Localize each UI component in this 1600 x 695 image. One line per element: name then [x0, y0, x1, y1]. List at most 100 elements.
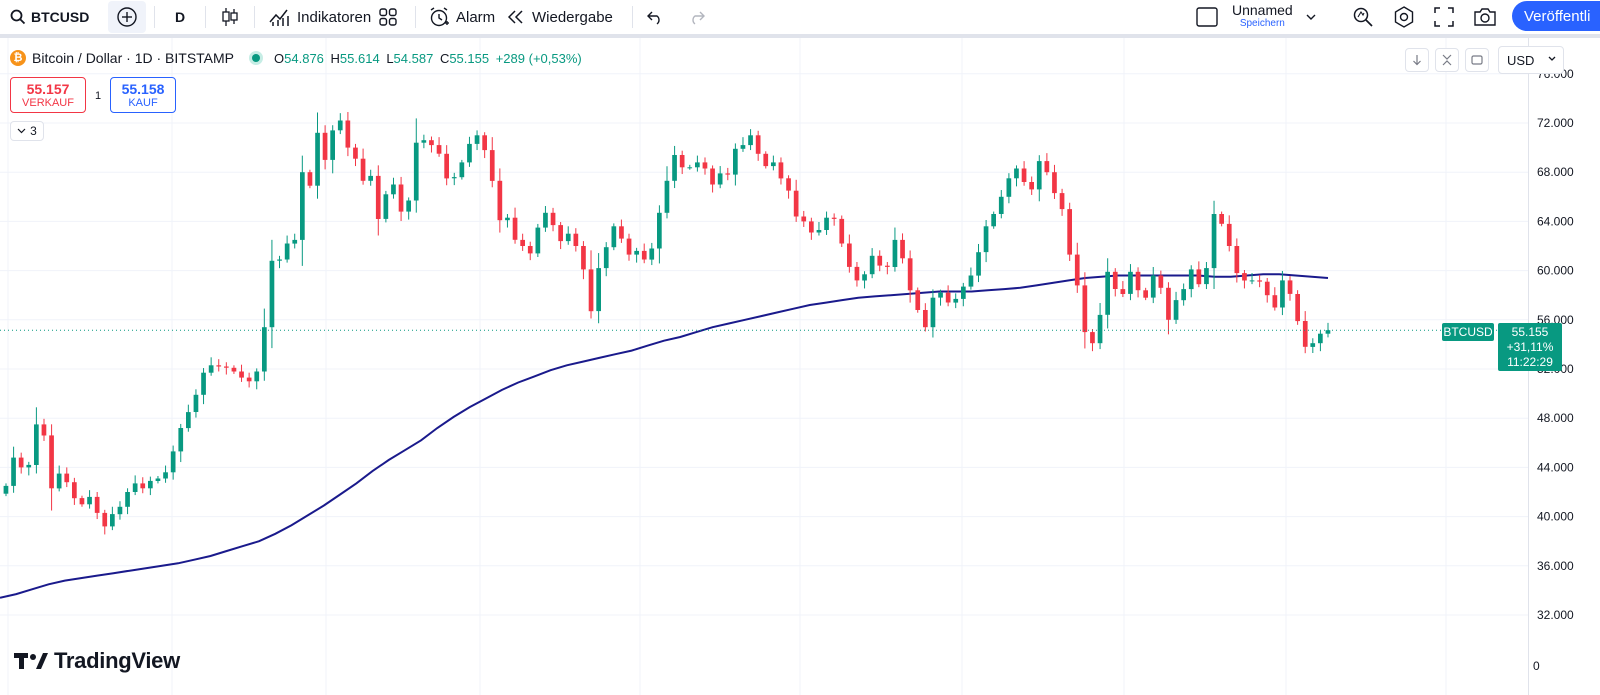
fullscreen-icon	[1434, 7, 1454, 27]
candle-body	[64, 473, 70, 483]
candle-body	[1196, 269, 1202, 285]
add-symbol-icon	[117, 7, 137, 27]
templates-button[interactable]	[373, 0, 403, 34]
sell-button[interactable]: 55.157 VERKAUF	[10, 77, 86, 113]
candle-body	[186, 412, 191, 429]
alarm-button[interactable]: Alarm	[416, 0, 500, 34]
candle-body	[1280, 280, 1285, 308]
arrow-down-icon	[1413, 55, 1421, 66]
candle-body	[968, 275, 974, 287]
fullscreen-button[interactable]	[1430, 0, 1458, 34]
price-tick-label: 32.000	[1537, 608, 1574, 622]
quick-search-button[interactable]	[1350, 0, 1376, 34]
moving-average-line	[0, 273, 1329, 599]
candle-body	[581, 246, 586, 270]
candle-body	[1181, 289, 1186, 301]
candle-body	[733, 148, 738, 175]
maximize-pane-button[interactable]	[1465, 48, 1489, 72]
candle-body	[657, 212, 662, 249]
candle-body	[1097, 314, 1103, 344]
candle-body	[862, 274, 867, 281]
price-tick-label: 44.000	[1537, 460, 1574, 474]
candle-body	[869, 255, 875, 275]
candle-body	[87, 496, 92, 505]
layout-menu[interactable]: Unnamed Speichern	[1196, 0, 1324, 34]
candle-body	[1287, 280, 1293, 294]
candle-body	[1082, 285, 1088, 333]
candle-body	[748, 135, 753, 146]
candle-body	[535, 227, 541, 254]
candle-body	[148, 480, 153, 489]
candle-body	[550, 212, 556, 226]
price-chart[interactable]	[0, 38, 1528, 695]
candle-body	[1021, 168, 1027, 182]
candle-body	[413, 142, 419, 201]
undo-button[interactable]	[633, 0, 677, 34]
candle-body	[1226, 223, 1232, 246]
candle-body	[763, 153, 769, 167]
candle-body	[801, 216, 807, 222]
publish-button[interactable]: Veröffentli	[1512, 1, 1600, 31]
bar-countdown: 11:22:29	[1507, 355, 1553, 369]
candle-body	[847, 243, 852, 267]
candle-body	[474, 135, 480, 144]
symbol-title[interactable]: Bitcoin / Dollar · 1D · BITSTAMP	[32, 50, 235, 66]
search-icon	[10, 9, 26, 25]
price-tick-label: 68.000	[1537, 165, 1574, 179]
replay-label: Wiedergabe	[532, 8, 613, 26]
snapshot-button[interactable]	[1470, 0, 1500, 34]
replay-icon	[507, 10, 523, 24]
toolbar-divider	[154, 6, 155, 28]
interval-button[interactable]: D	[155, 0, 205, 34]
price-tick-label: 60.000	[1537, 264, 1574, 278]
scroll-down-button[interactable]	[1405, 48, 1429, 72]
symbol-search-button[interactable]: BTCUSD	[0, 0, 98, 34]
candle-body	[292, 239, 298, 244]
low-label: L	[386, 50, 394, 66]
price-tick-label: 40.000	[1537, 510, 1574, 524]
currency-select[interactable]: USD	[1498, 46, 1564, 74]
candle-body	[1044, 161, 1050, 173]
redo-button[interactable]	[677, 0, 717, 34]
candle-body	[262, 327, 267, 372]
candle-body	[900, 239, 905, 259]
candle-body	[824, 217, 829, 230]
indicators-collapse-button[interactable]: 3	[10, 121, 44, 141]
interval-label: D	[174, 9, 186, 25]
candle-body	[892, 239, 898, 267]
candle-body	[695, 162, 700, 168]
indicators-icon	[269, 9, 289, 26]
sell-price: 55.157	[26, 81, 70, 97]
candle-body	[877, 255, 883, 266]
candle-body	[406, 200, 411, 212]
layout-save-status[interactable]: Speichern	[1239, 18, 1285, 29]
candle-body	[254, 371, 260, 382]
candle-body	[11, 457, 16, 486]
price-tick-label: 36.000	[1537, 559, 1574, 573]
candle-body	[140, 483, 146, 489]
indicators-button[interactable]: Indikatoren	[255, 0, 373, 34]
candle-body	[467, 143, 472, 163]
buy-button[interactable]: 55.158 KAUF	[110, 77, 176, 113]
chart-type-button[interactable]	[206, 0, 254, 34]
add-symbol-button[interactable]	[108, 1, 146, 33]
candle-body	[56, 473, 62, 489]
close-value: 55.155	[449, 50, 490, 66]
candle-body	[961, 286, 966, 299]
candle-body	[1014, 168, 1019, 179]
collapse-panes-button[interactable]	[1435, 48, 1459, 72]
candle-body	[3, 485, 9, 494]
candle-body	[451, 177, 457, 179]
market-open-indicator	[252, 54, 261, 62]
candle-body	[482, 135, 487, 151]
candle-body	[117, 506, 123, 515]
tradingview-logo[interactable]: TradingView	[14, 648, 180, 674]
ohlc-values: O54.876 H55.614 L54.587 C55.155 +289 (+0…	[274, 51, 585, 66]
candle-body	[816, 230, 822, 233]
candle-body	[429, 140, 434, 146]
candle-body	[573, 233, 579, 246]
settings-button[interactable]	[1390, 0, 1418, 34]
candle-body	[375, 175, 381, 219]
replay-button[interactable]: Wiedergabe	[500, 0, 624, 34]
candle-body	[436, 145, 442, 154]
